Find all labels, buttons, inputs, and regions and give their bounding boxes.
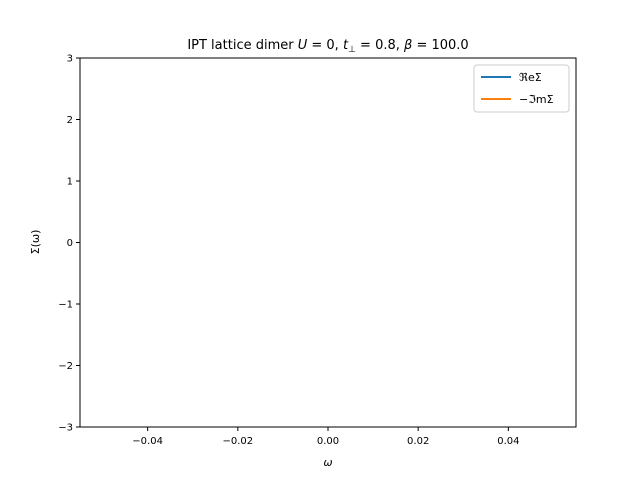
y-axis: −3 −2 −1 0 1 2 3 <box>58 54 80 434</box>
y-axis-label: Σ(ω) <box>29 230 42 255</box>
plot-area <box>79 57 577 428</box>
y-tick-label: −3 <box>58 423 73 434</box>
y-tick-label: 2 <box>67 115 73 126</box>
x-tick-label: 0.04 <box>497 436 519 447</box>
legend-label-series-1: −ℑmΣ <box>519 93 554 106</box>
y-tick-label: 1 <box>67 177 73 188</box>
y-tick-label: −1 <box>58 300 73 311</box>
y-tick-label: 0 <box>67 238 73 249</box>
x-tick-label: 0.00 <box>317 436 339 447</box>
y-tick-label: 3 <box>67 54 73 65</box>
chart-title: IPT lattice dimer U = 0, t⊥ = 0.8, β = 1… <box>187 38 468 55</box>
x-axis-label: ω <box>323 456 332 469</box>
x-tick-label: −0.02 <box>222 436 253 447</box>
x-tick-label: 0.02 <box>407 436 429 447</box>
x-tick-label: −0.04 <box>132 436 163 447</box>
y-tick-label: −2 <box>58 361 73 372</box>
legend-label-series-0: ℜeΣ <box>519 71 542 84</box>
x-axis: −0.04 −0.02 0.00 0.02 0.04 <box>132 427 519 447</box>
legend: ℜeΣ −ℑmΣ <box>473 64 570 113</box>
